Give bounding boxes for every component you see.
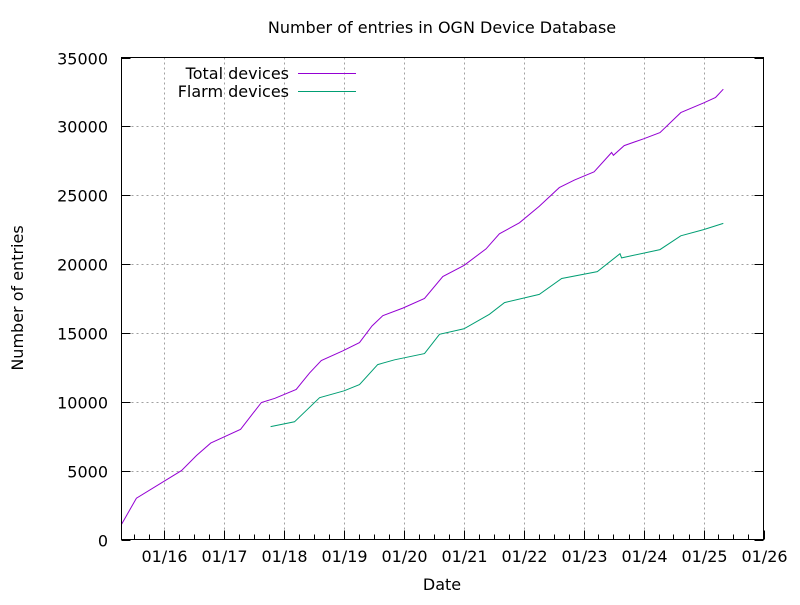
x-tick-label: 01/16 bbox=[141, 547, 187, 566]
x-tick-label: 01/25 bbox=[681, 547, 727, 566]
x-tick-label: 01/17 bbox=[201, 547, 247, 566]
x-tick-label: 01/20 bbox=[381, 547, 427, 566]
x-tick-label: 01/19 bbox=[321, 547, 367, 566]
y-tick-label: 35000 bbox=[57, 50, 108, 69]
y-tick-label: 5000 bbox=[67, 463, 108, 482]
x-tick-label: 01/18 bbox=[261, 547, 307, 566]
y-tick-label: 30000 bbox=[57, 118, 108, 137]
axis-ticks: 0 5000 10000 15000 20000 25000 30000 35000 01/16… bbox=[57, 50, 787, 567]
y-tick-label: 10000 bbox=[57, 394, 108, 413]
x-tick-label: 01/26 bbox=[741, 547, 787, 566]
y-tick-label: 20000 bbox=[57, 256, 108, 275]
series-line-total-devices bbox=[121, 88, 724, 525]
y-tick-label: 15000 bbox=[57, 325, 108, 344]
plot-frame bbox=[121, 57, 764, 540]
grid bbox=[121, 57, 764, 540]
series-group bbox=[121, 88, 724, 525]
x-tick-label: 01/24 bbox=[621, 547, 667, 566]
x-tick-label: 01/23 bbox=[561, 547, 607, 566]
legend-label: Flarm devices bbox=[178, 82, 289, 101]
y-tick-label: 25000 bbox=[57, 187, 108, 206]
x-axis-label: Date bbox=[423, 575, 461, 594]
chart-title: Number of entries in OGN Device Database bbox=[268, 18, 616, 37]
y-tick-label: 0 bbox=[98, 532, 108, 551]
x-tick-label: 01/22 bbox=[501, 547, 547, 566]
legend-label: Total devices bbox=[185, 64, 289, 83]
y-axis-label: Number of entries bbox=[8, 225, 27, 370]
series-line-flarm-devices bbox=[270, 222, 724, 428]
x-tick-label: 01/21 bbox=[441, 547, 487, 566]
